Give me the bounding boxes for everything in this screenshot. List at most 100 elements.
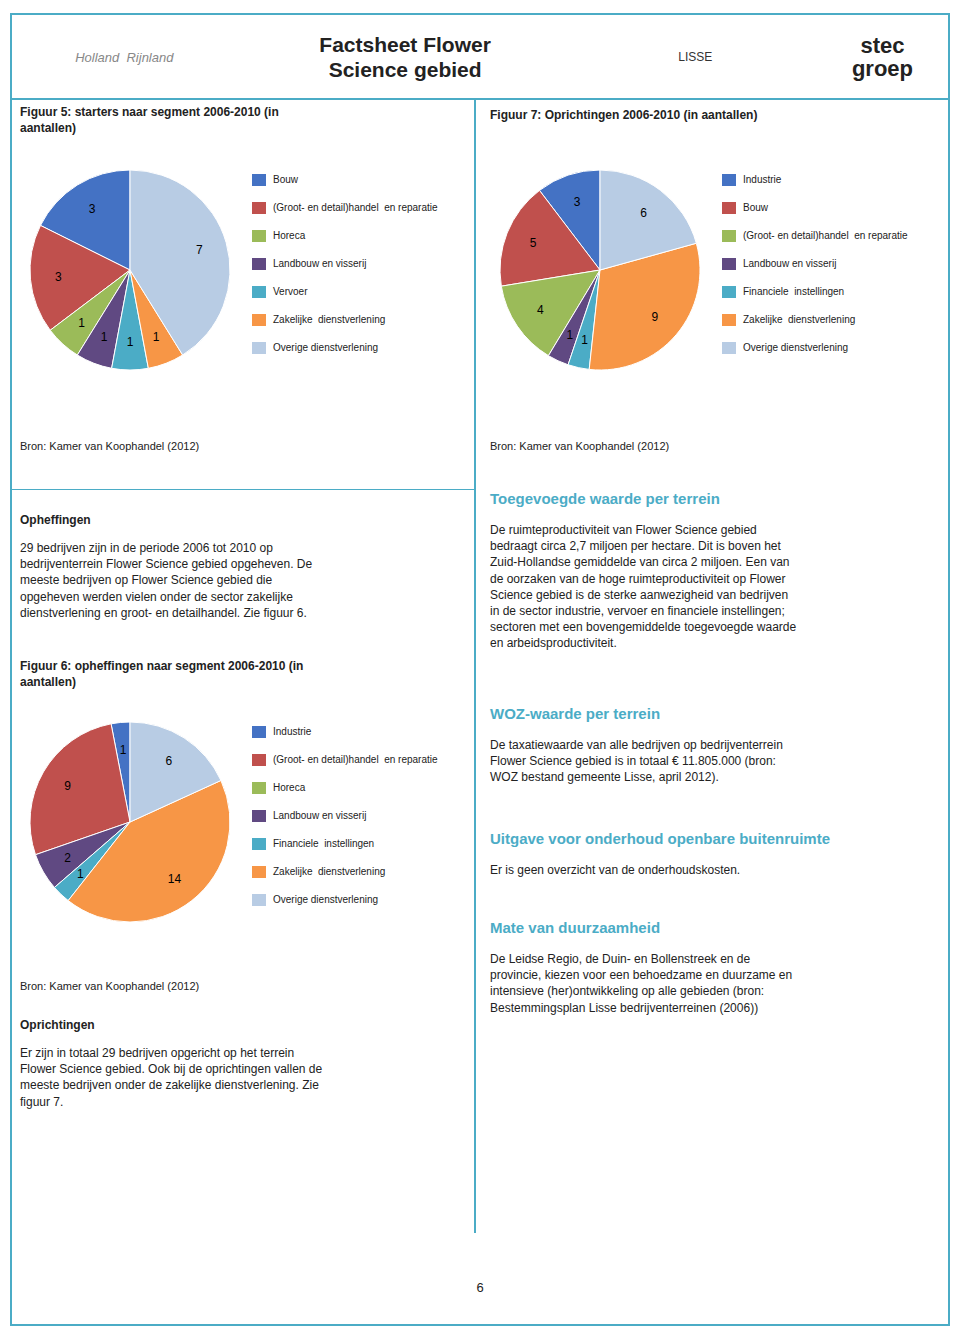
pie-chart: 3541196 [490, 160, 710, 380]
pie-chart: 3311117 [20, 160, 240, 380]
slices [500, 170, 700, 370]
data-label: 1 [101, 330, 108, 344]
data-label: 1 [78, 316, 85, 330]
pie-chart: 1921146 [20, 712, 240, 932]
legend-label: Bouw [273, 174, 298, 186]
data-label: 6 [166, 754, 173, 768]
header-logo-right: stec groep [852, 34, 913, 80]
legend-label: Bouw [743, 202, 768, 214]
legend-label: Landbouw en visserij [273, 258, 366, 270]
legend-swatch [252, 286, 266, 298]
section-text: De taxatiewaarde van alle bedrijven op b… [490, 737, 935, 786]
legend-label: Zakelijke dienstverlening [273, 866, 385, 878]
legend-entry: Landbouw en visserij [252, 802, 467, 830]
legend-label: Overige dienstverlening [273, 894, 378, 906]
legend-entry: Industrie [722, 166, 937, 194]
data-label: 3 [574, 195, 581, 209]
data-label: 2 [64, 851, 71, 865]
legend-swatch [252, 838, 266, 850]
section-title: Toegevoegde waarde per terrein [490, 490, 935, 507]
legend-entry: Zakelijke dienstverlening [252, 858, 467, 886]
header-title-line: Factsheet Flower [319, 32, 491, 57]
legend-entry: Financiele instellingen [722, 278, 937, 306]
header-title-line: Science gebied [319, 57, 491, 82]
legend-swatch [252, 230, 266, 242]
data-label: 3 [55, 270, 62, 284]
data-label: 1 [127, 335, 134, 349]
legend-entry: Zakelijke dienstverlening [252, 306, 467, 334]
data-label: 1 [120, 743, 127, 757]
chart-title: Figuur 6: opheffingen naar segment 2006-… [20, 659, 460, 690]
data-label: 6 [640, 206, 647, 220]
section-title: Oprichtingen [20, 1018, 465, 1032]
chart-title: Figuur 5: starters naar segment 2006-201… [20, 105, 460, 136]
pie-slice [130, 722, 221, 822]
legend-label: (Groot- en detail)handel en reparatie [273, 754, 438, 766]
section-title: Mate van duurzaamheid [490, 919, 935, 936]
data-label: 5 [530, 236, 537, 250]
data-label: 1 [566, 328, 573, 342]
column-divider [474, 100, 476, 1233]
legend-entry: Bouw [252, 166, 467, 194]
legend-label: Financiele instellingen [743, 286, 844, 298]
section-text: Er zijn in totaal 29 bedrijven opgericht… [20, 1045, 465, 1110]
legend-label: Horeca [273, 782, 305, 794]
slice-labels: 1921146 [64, 743, 181, 885]
chart-source: Bron: Kamer van Koophandel (2012) [20, 440, 460, 452]
legend-swatch [252, 894, 266, 906]
legend-entry: Financiele instellingen [252, 830, 467, 858]
legend-label: Industrie [743, 174, 781, 186]
legend-swatch [722, 342, 736, 354]
legend-entry: Horeca [252, 774, 467, 802]
legend-entry: Landbouw en visserij [722, 250, 937, 278]
legend-swatch [252, 314, 266, 326]
data-label: 4 [537, 303, 544, 317]
legend-label: Overige dienstverlening [273, 342, 378, 354]
legend-label: Industrie [273, 726, 311, 738]
legend-label: Landbouw en visserij [743, 258, 836, 270]
data-label: 1 [77, 867, 84, 881]
legend-swatch [252, 810, 266, 822]
legend-label: Zakelijke dienstverlening [743, 314, 855, 326]
pie-slice [500, 190, 600, 286]
header: Holland RijnlandFactsheet FlowerScience … [12, 15, 948, 100]
legend: Industrie (Groot- en detail)handel en rep… [252, 718, 467, 914]
legend-entry: Zakelijke dienstverlening [722, 306, 937, 334]
legend-swatch [252, 782, 266, 794]
section-text: Er is geen overzicht van de onderhoudsko… [490, 862, 935, 878]
legend-swatch [722, 258, 736, 270]
slice-labels: 3541196 [530, 195, 659, 348]
data-label: 7 [196, 243, 203, 257]
data-label: 1 [153, 330, 160, 344]
legend-entry: Overige dienstverlening [252, 334, 467, 362]
chart-source: Bron: Kamer van Koophandel (2012) [20, 980, 460, 992]
slices [30, 722, 230, 922]
legend-swatch [252, 754, 266, 766]
section-text: De ruimteproductiviteit van Flower Scien… [490, 522, 935, 652]
legend-swatch [252, 202, 266, 214]
section-divider [10, 489, 475, 490]
section-text: De Leidse Regio, de Duin- en Bollenstree… [490, 951, 935, 1016]
pie-slice [600, 170, 696, 270]
legend-entry: Overige dienstverlening [722, 334, 937, 362]
legend-swatch [722, 286, 736, 298]
legend-label: Financiele instellingen [273, 838, 374, 850]
data-label: 14 [168, 872, 182, 886]
legend-label: Vervoer [273, 286, 307, 298]
legend-label: (Groot- en detail)handel en reparatie [743, 230, 908, 242]
legend-swatch [722, 202, 736, 214]
legend-entry: Horeca [252, 222, 467, 250]
data-label: 9 [652, 310, 659, 324]
legend-label: Zakelijke dienstverlening [273, 314, 385, 326]
legend: Industrie Bouw (Groot- en detail)handel en… [722, 166, 937, 362]
legend-label: Overige dienstverlening [743, 342, 848, 354]
legend-swatch [252, 174, 266, 186]
section-title: WOZ-waarde per terrein [490, 705, 935, 722]
legend-swatch [722, 174, 736, 186]
legend-swatch [252, 342, 266, 354]
page-number: 6 [430, 1280, 530, 1295]
legend: Bouw(Groot- en detail)handel en reparati… [252, 166, 467, 362]
chart-title: Figuur 7: Oprichtingen 2006-2010 (in aan… [490, 108, 930, 124]
pie-slice [130, 170, 230, 355]
legend-entry: Industrie [252, 718, 467, 746]
